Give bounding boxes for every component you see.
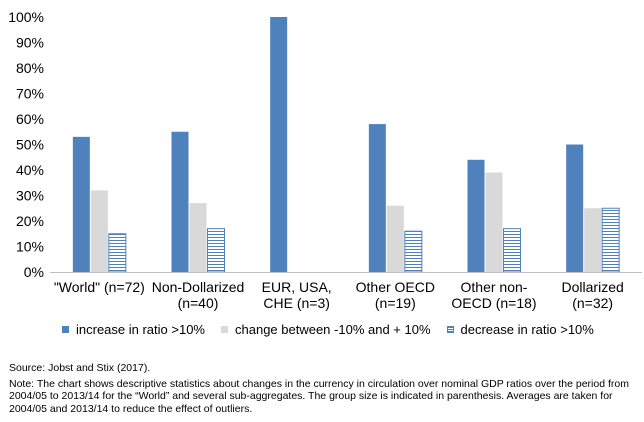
bar-series-2 xyxy=(386,205,404,272)
source-text: Source: Jobst and Stix (2017). xyxy=(9,362,151,374)
bar-series-1 xyxy=(566,144,584,272)
bar-series-2 xyxy=(584,208,602,272)
x-category-label: Other non-OECD (n=18) xyxy=(451,279,536,311)
legend-swatch-increase xyxy=(62,325,69,333)
legend-item-decrease: decrease in ratio >10% xyxy=(446,321,594,337)
legend-item-change: change between -10% and + 10% xyxy=(221,322,431,337)
y-tick-label: 20% xyxy=(16,213,44,229)
y-tick-label: 50% xyxy=(16,137,44,153)
bar-series-2 xyxy=(90,190,108,272)
bar-series-3 xyxy=(404,230,423,273)
y-tick-label: 60% xyxy=(16,111,44,127)
bar-series-3 xyxy=(503,228,521,273)
legend-label-increase: increase in ratio >10% xyxy=(76,321,205,337)
x-category-label: Other OECD (n=19) xyxy=(356,279,435,311)
x-category-label: EUR, USA, CHE (n=3) xyxy=(262,279,332,311)
x-category-label: "World" (n=72) xyxy=(54,279,145,295)
bar-series-1 xyxy=(368,124,386,272)
bar-series-1 xyxy=(171,131,189,272)
y-tick-label: 70% xyxy=(16,86,44,102)
bar-series-3 xyxy=(108,233,127,273)
y-tick-label: 90% xyxy=(16,35,44,51)
legend-swatch-decrease xyxy=(446,325,454,333)
bar-series-2 xyxy=(485,172,503,272)
x-category-label: Non-Dollarized (n=40) xyxy=(152,279,245,311)
bar-series-2 xyxy=(189,203,207,272)
chart-notes: Source: Jobst and Stix (2017). Note: The… xyxy=(9,362,639,415)
chart-legend: increase in ratio >10% change between -1… xyxy=(62,320,642,338)
y-tick-label: 80% xyxy=(16,60,44,76)
y-tick-label: 30% xyxy=(16,188,44,204)
y-tick-label: 100% xyxy=(8,9,44,25)
bar-series-3 xyxy=(207,228,225,273)
y-tick-label: 0% xyxy=(24,264,44,280)
legend-swatch-change xyxy=(221,325,228,333)
bar-series-3 xyxy=(601,207,620,273)
y-tick-label: 40% xyxy=(16,162,44,178)
note-text: Note: The chart shows descriptive statis… xyxy=(9,377,629,415)
x-axis-category-labels: "World" (n=72) Non-Dollarized (n=40) EUR, U… xyxy=(54,279,624,311)
x-category-label: Dollarized (n=32) xyxy=(562,279,624,311)
bar-chart: 0% 10% 20% 30% 40% 50% 60% 70% 80% 90% 100% "World… xyxy=(8,9,642,311)
bar-series-1 xyxy=(270,17,288,272)
y-tick-label: 10% xyxy=(16,239,44,255)
legend-label-decrease: decrease in ratio >10% xyxy=(460,321,594,337)
y-axis-tick-labels: 0% 10% 20% 30% 40% 50% 60% 70% 80% 90% 100% xyxy=(8,9,44,280)
bars-group xyxy=(72,17,620,273)
bar-series-1 xyxy=(467,159,485,272)
bar-series-1 xyxy=(72,136,90,272)
legend-item-increase: increase in ratio >10% xyxy=(62,322,205,337)
legend-label-change: change between -10% and + 10% xyxy=(235,321,431,337)
